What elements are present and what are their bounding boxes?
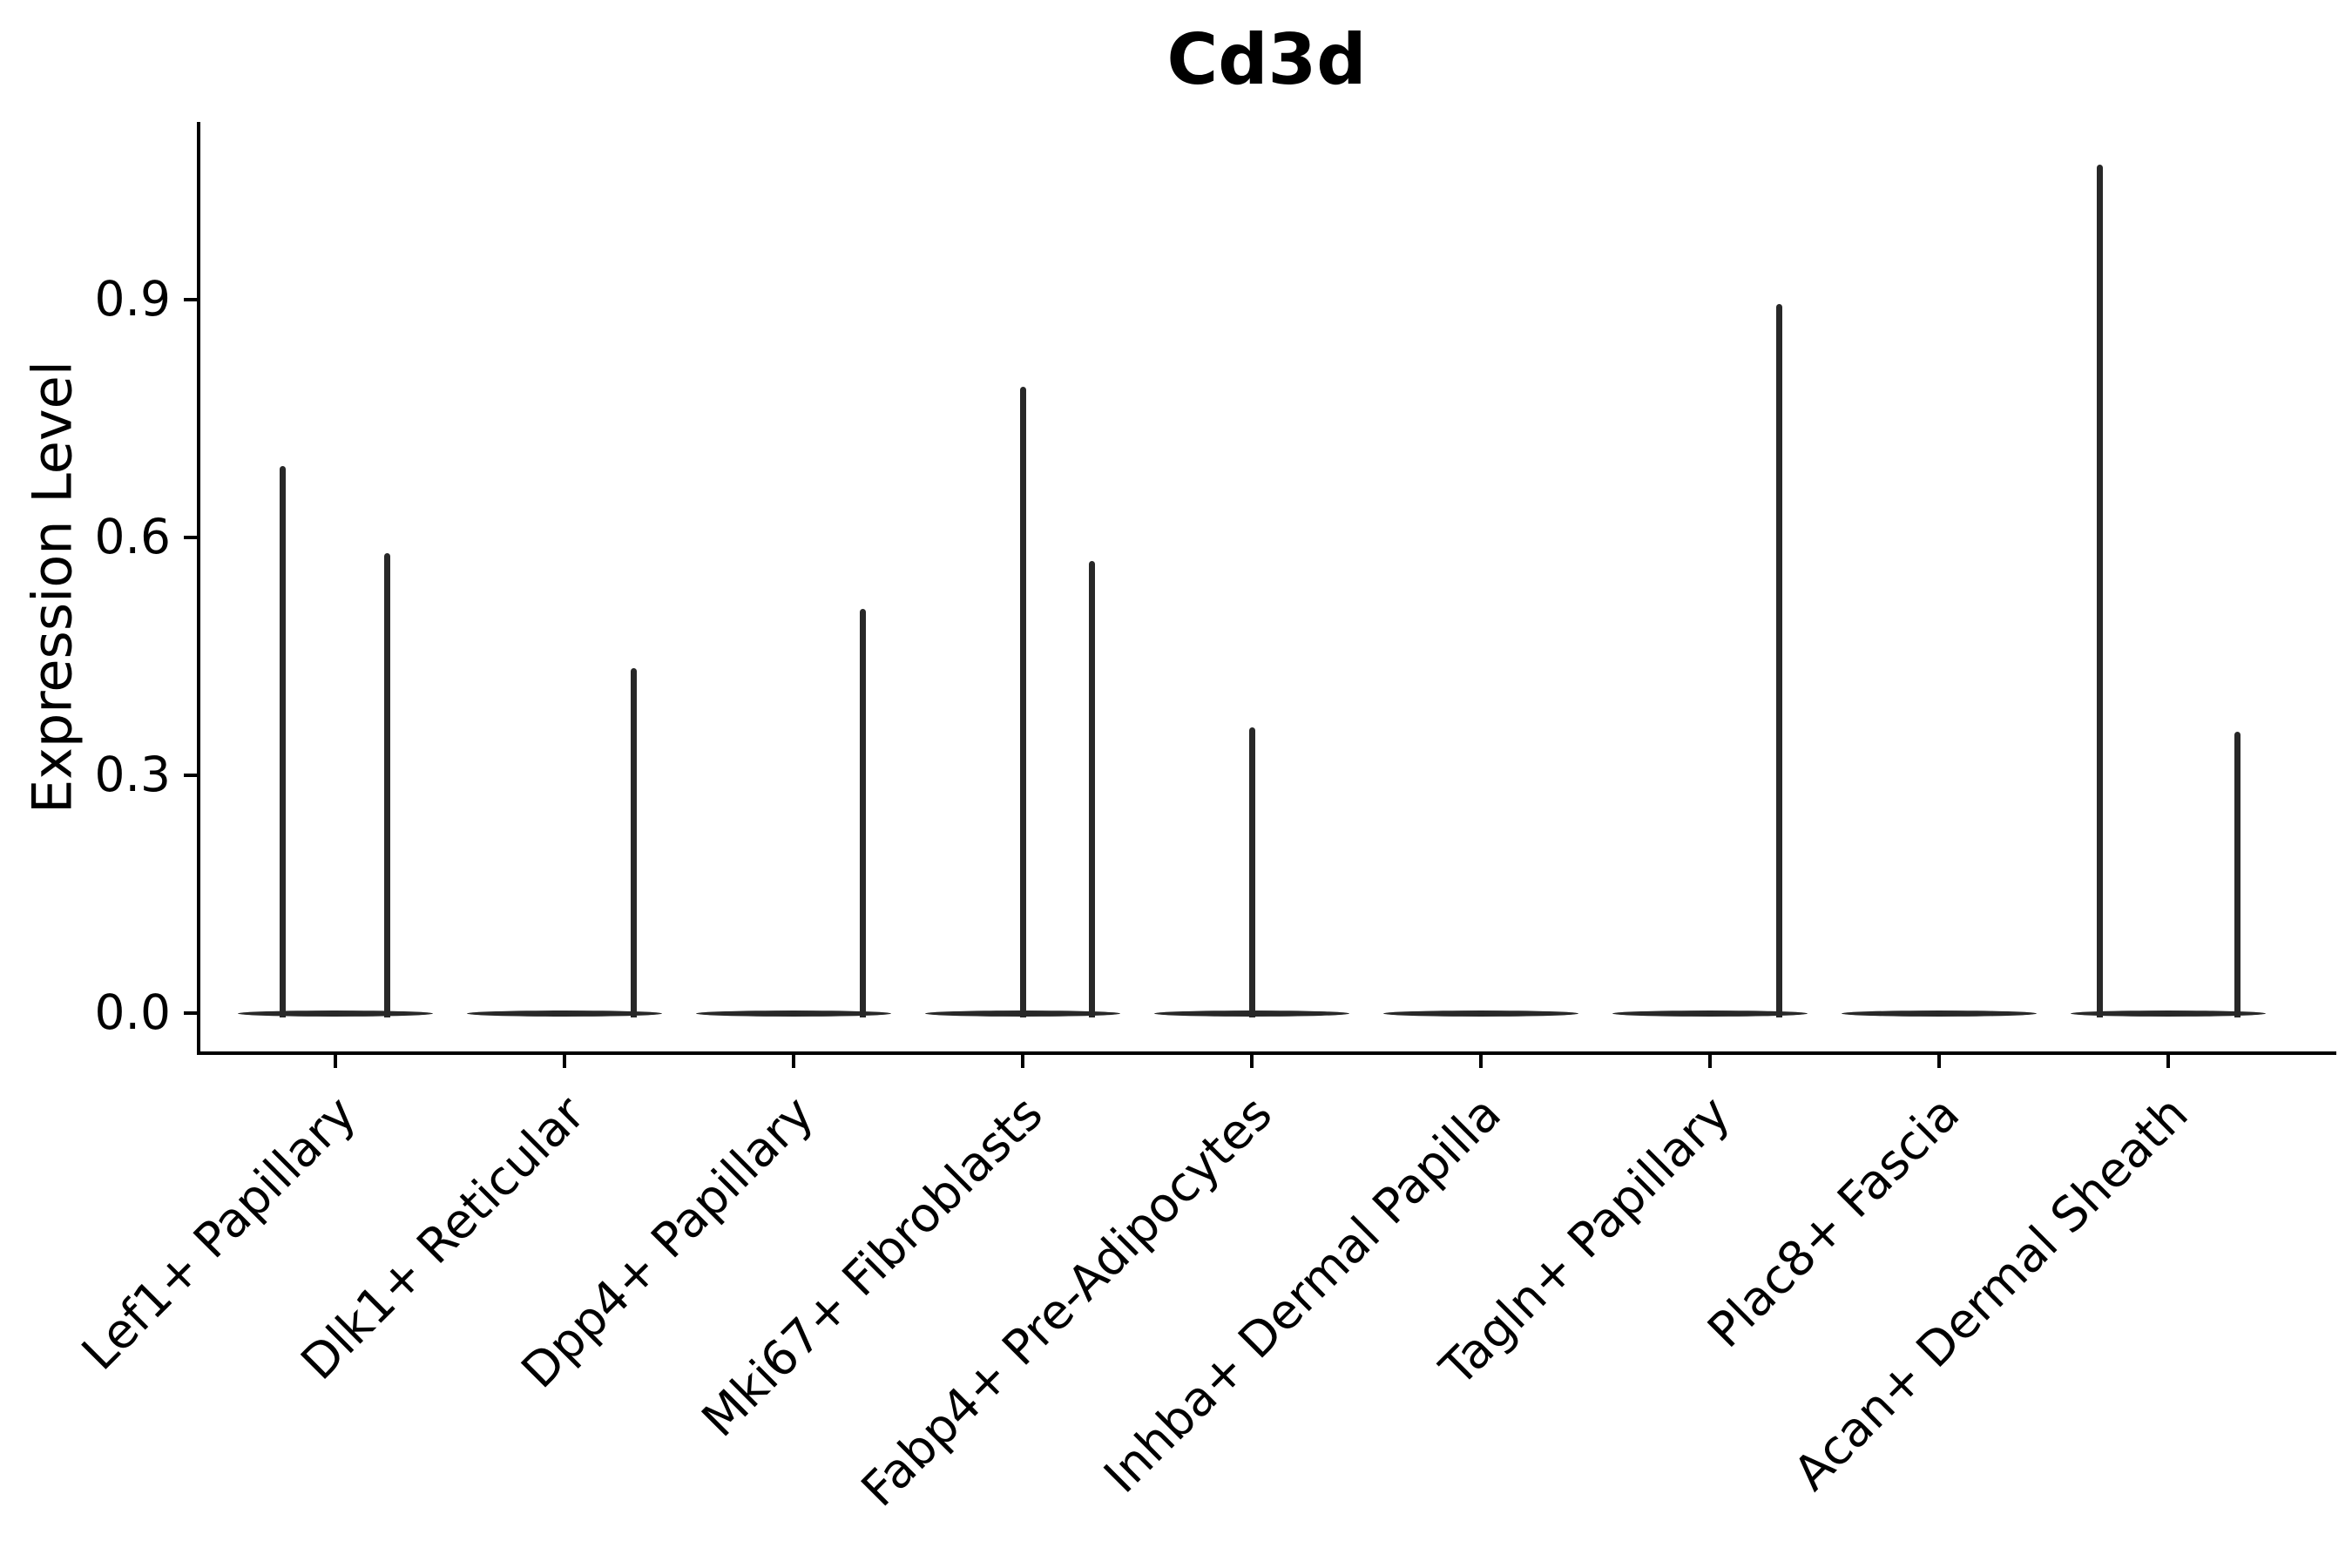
violin-baseline: [1612, 1010, 1808, 1017]
y-tick-mark: [184, 298, 197, 301]
x-tick-mark: [334, 1055, 337, 1068]
x-tick-mark: [2166, 1055, 2170, 1068]
y-tick-mark: [184, 536, 197, 539]
violin-spike: [1019, 387, 1026, 1017]
y-tick-label: 0.6: [94, 509, 171, 564]
y-axis-spine: [197, 122, 200, 1055]
x-axis-spine: [197, 1051, 2336, 1055]
y-tick-label: 0.0: [94, 984, 171, 1040]
x-tick-label: Fabp4+ Pre-Adipocytes: [850, 1085, 1283, 1517]
violin-spike: [2234, 731, 2241, 1017]
x-tick-mark: [563, 1055, 566, 1068]
x-tick-mark: [1479, 1055, 1483, 1068]
violin-baseline: [1383, 1010, 1578, 1017]
x-tick-mark: [1021, 1055, 1024, 1068]
x-tick-label: Inhba+ Dermal Papilla: [1093, 1085, 1512, 1504]
violin-baseline: [696, 1010, 891, 1017]
y-tick-mark: [184, 1011, 197, 1015]
violin-spike: [860, 608, 867, 1017]
violin-baseline: [1842, 1010, 2037, 1017]
y-axis-label: Expression Level: [20, 360, 84, 814]
violin-spike: [280, 466, 287, 1017]
violin-spike: [1776, 303, 1783, 1017]
violin-spike: [631, 668, 638, 1017]
chart-title: Cd3d: [1166, 19, 1367, 100]
violin-spike: [383, 553, 390, 1017]
x-tick-label: Acan+ Dermal Sheath: [1783, 1085, 2200, 1501]
violin-baseline: [238, 1010, 433, 1017]
violin-spike: [1248, 727, 1255, 1017]
x-tick-mark: [1708, 1055, 1712, 1068]
violin-spike: [2097, 165, 2104, 1017]
violin-baseline: [467, 1010, 662, 1017]
y-tick-mark: [184, 774, 197, 777]
y-tick-label: 0.3: [94, 747, 171, 802]
x-tick-mark: [1250, 1055, 1254, 1068]
x-tick-mark: [792, 1055, 795, 1068]
x-tick-mark: [1937, 1055, 1941, 1068]
violin-baseline: [2071, 1010, 2266, 1017]
violin-spike: [1089, 561, 1096, 1017]
y-tick-label: 0.9: [94, 271, 171, 327]
